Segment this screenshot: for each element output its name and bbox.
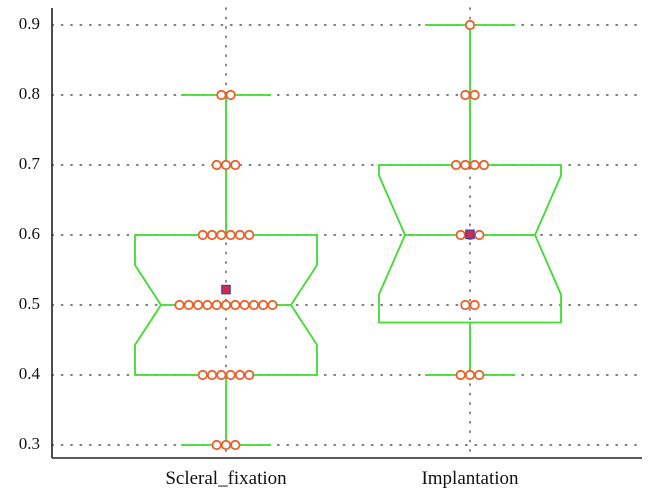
notched-box bbox=[378, 164, 562, 324]
data-point bbox=[455, 369, 466, 381]
data-point bbox=[183, 299, 194, 311]
y-tick-label: 0.6 bbox=[19, 224, 40, 243]
data-point bbox=[267, 299, 278, 311]
data-point bbox=[474, 229, 485, 241]
data-point bbox=[206, 369, 218, 381]
data-point bbox=[230, 299, 241, 311]
data-point bbox=[258, 299, 269, 311]
data-point bbox=[220, 159, 232, 171]
data-point bbox=[239, 299, 250, 311]
y-tick-label: 0.5 bbox=[19, 294, 40, 313]
data-point bbox=[197, 369, 208, 381]
y-tick-label: 0.7 bbox=[19, 154, 41, 173]
notched-box bbox=[134, 234, 318, 376]
data-point bbox=[225, 229, 236, 241]
data-point bbox=[248, 299, 259, 311]
data-point bbox=[234, 369, 246, 381]
x-category-label: Implantation bbox=[421, 468, 519, 489]
data-point bbox=[450, 159, 462, 171]
data-point bbox=[230, 439, 241, 451]
data-point bbox=[225, 89, 236, 101]
data-point bbox=[202, 299, 213, 311]
data-point bbox=[206, 229, 218, 241]
data-point bbox=[469, 299, 480, 311]
x-category-label: Scleral_fixation bbox=[165, 468, 287, 489]
data-point bbox=[464, 369, 476, 381]
data-point bbox=[216, 89, 227, 101]
y-tick-label: 0.9 bbox=[19, 14, 40, 33]
data-point bbox=[460, 89, 471, 101]
data-point bbox=[464, 19, 476, 31]
point-layer bbox=[174, 19, 490, 451]
data-point bbox=[197, 229, 208, 241]
data-point bbox=[474, 369, 485, 381]
mean-marker bbox=[221, 284, 231, 295]
data-point bbox=[211, 159, 222, 171]
data-point bbox=[211, 439, 222, 451]
data-point bbox=[220, 439, 232, 451]
data-point bbox=[216, 229, 227, 241]
y-tick-label: 0.3 bbox=[19, 434, 40, 453]
data-point bbox=[225, 369, 236, 381]
data-point bbox=[455, 229, 466, 241]
data-point bbox=[469, 89, 480, 101]
data-point bbox=[244, 369, 255, 381]
data-point bbox=[211, 299, 222, 311]
data-point bbox=[220, 299, 232, 311]
y-tick-label: 0.4 bbox=[19, 364, 41, 383]
label-layer: 0.3 0.4 0.5 0.6 0.7 0.8 0.9 Scleral_fixa… bbox=[19, 14, 519, 489]
mean-marker bbox=[465, 229, 475, 240]
data-point bbox=[193, 299, 204, 311]
data-point bbox=[230, 159, 241, 171]
data-point bbox=[460, 299, 471, 311]
data-point bbox=[174, 299, 185, 311]
data-point bbox=[469, 159, 480, 171]
y-tick-label: 0.8 bbox=[19, 84, 40, 103]
grid-layer bbox=[51, 7, 643, 459]
data-point bbox=[216, 369, 227, 381]
data-point bbox=[244, 229, 255, 241]
data-point bbox=[478, 159, 490, 171]
axis-layer bbox=[51, 8, 642, 459]
data-point bbox=[234, 229, 246, 241]
data-point bbox=[460, 159, 471, 171]
